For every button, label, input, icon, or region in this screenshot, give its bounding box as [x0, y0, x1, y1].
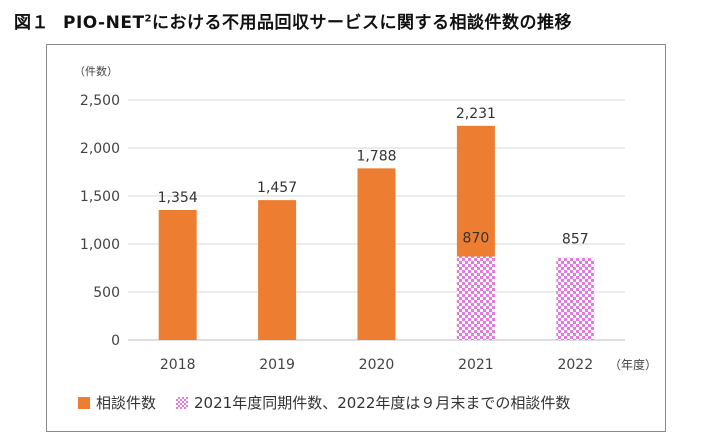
- legend-label-checker: 2021年度同期件数、2022年度は９月末までの相談件数: [194, 394, 571, 412]
- x-tick-label: 2018: [160, 357, 196, 373]
- y-tick-label: 500: [93, 285, 120, 301]
- partial-data-label-2022: 857: [562, 232, 589, 248]
- x-tick-label: 2021: [458, 357, 494, 373]
- y-tick-label: 2,000: [80, 141, 120, 157]
- data-label-2019: 1,457: [257, 180, 297, 196]
- y-tick-label: 1,500: [80, 189, 120, 205]
- title-main: PIO-NET: [63, 13, 145, 33]
- partial-bar-2021: [456, 256, 495, 340]
- legend-label-solid: 相談件数: [96, 394, 157, 412]
- y-axis-label: （件数）: [74, 65, 118, 78]
- figure-title: 図１ PIO-NET2における不用品回収サービスに関する相談件数の推移: [14, 8, 572, 33]
- x-tick-label: 2022: [557, 357, 593, 373]
- data-label-2018: 1,354: [158, 190, 198, 206]
- x-axis-label: （年度）: [609, 357, 657, 372]
- y-tick-label: 2,500: [80, 93, 120, 109]
- legend-swatch-checker: [176, 396, 189, 409]
- x-tick-label: 2019: [259, 357, 295, 373]
- data-label-2020: 1,788: [356, 148, 396, 164]
- bar-2018: [158, 210, 197, 340]
- bar-2019: [258, 200, 297, 340]
- legend-item-checker: 2021年度同期件数、2022年度は９月末までの相談件数: [176, 392, 570, 413]
- legend-item-solid: 相談件数: [78, 392, 156, 413]
- title-footnote-marker: 2: [144, 13, 153, 25]
- figure-label: 図１: [14, 13, 49, 33]
- chart-frame: [46, 44, 666, 432]
- legend: 相談件数 2021年度同期件数、2022年度は９月末までの相談件数: [78, 392, 590, 413]
- title-rest: における不用品回収サービスに関する相談件数の推移: [152, 13, 573, 33]
- bar-2020: [357, 168, 396, 340]
- data-label-2021: 2,231: [456, 106, 496, 122]
- y-tick-label: 1,000: [80, 237, 120, 253]
- legend-swatch-solid: [78, 396, 90, 409]
- x-tick-label: 2020: [359, 357, 395, 373]
- partial-bar-2022: [556, 257, 595, 340]
- partial-data-label-2021: 870: [463, 230, 490, 246]
- y-tick-label: 0: [111, 333, 120, 349]
